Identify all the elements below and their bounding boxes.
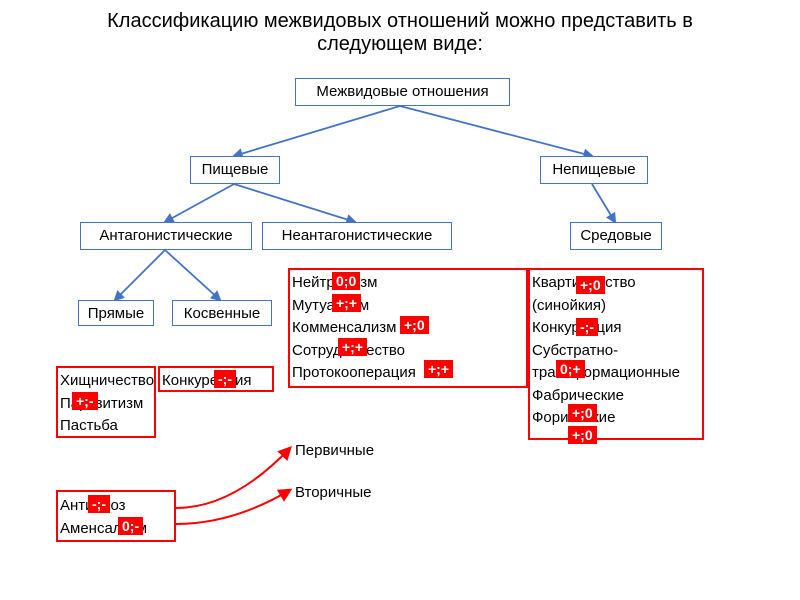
tag-t_sotrud: +;+: [338, 338, 367, 356]
node-nonfood: Непищевые: [540, 156, 648, 184]
tag-t_foric: +;0: [568, 426, 597, 444]
node-indirect: Косвенные: [172, 300, 272, 326]
text-indirect_list: Конкуренция: [162, 370, 252, 393]
tag-t_fabr: +;0: [568, 404, 597, 422]
tag-t_konkur2: -;-: [576, 318, 598, 336]
node-neantag: Неантагонистические: [262, 222, 452, 250]
text-secondary: Вторичные: [295, 482, 372, 505]
node-sredov: Средовые: [570, 222, 662, 250]
tag-t_antib: -;-: [88, 495, 110, 513]
tag-t_amens: 0;-: [118, 517, 143, 535]
tag-t_kvart: +;0: [576, 276, 605, 294]
text-primary: Первичные: [295, 440, 374, 463]
tag-t_neutral: 0;0: [332, 272, 360, 290]
tag-t_paraz: +;-: [72, 392, 98, 410]
text-sredov_list: Квартиранство(синойкия)КонкуренцияСубстр…: [532, 272, 680, 430]
node-food: Пищевые: [190, 156, 280, 184]
node-antag: Антагонистические: [80, 222, 252, 250]
tag-t_subtr: 0;+: [556, 360, 585, 378]
tag-t_mutual: +;+: [332, 294, 361, 312]
node-root: Межвидовые отношения: [295, 78, 510, 106]
tag-t_konkur1: -;-: [214, 370, 236, 388]
diagram-title: Классификацию межвидовых отношений можно…: [50, 10, 750, 56]
tag-t_protoc: +;+: [424, 360, 453, 378]
tag-t_commens: +;0: [400, 316, 429, 334]
node-direct: Прямые: [78, 300, 154, 326]
